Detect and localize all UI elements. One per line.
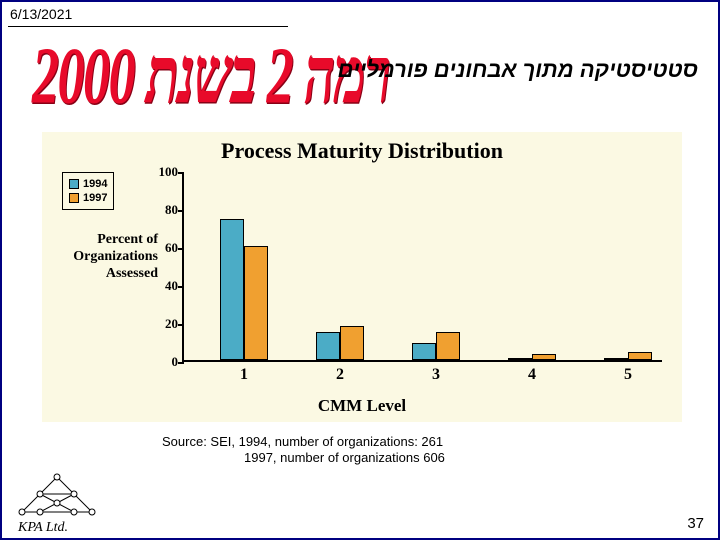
x-tick-label: 2 bbox=[336, 366, 344, 384]
y-axis-label: Percent ofOrganizationsAssessed bbox=[48, 232, 158, 282]
hebrew-subtitle: סטטיסטיקה מתוך אבחונים פורמליים bbox=[338, 57, 698, 83]
y-tick-label: 60 bbox=[148, 240, 178, 256]
y-tick-label: 40 bbox=[148, 278, 178, 294]
bar bbox=[220, 219, 244, 360]
legend-swatch bbox=[69, 193, 79, 203]
source-line: Source: SEI, 1994, number of organizatio… bbox=[162, 434, 445, 450]
x-tick-label: 4 bbox=[528, 366, 536, 384]
y-tick-mark bbox=[178, 210, 184, 212]
y-tick-mark bbox=[178, 286, 184, 288]
bar bbox=[532, 354, 556, 360]
y-tick-mark bbox=[178, 362, 184, 364]
divider bbox=[8, 26, 288, 27]
bar bbox=[628, 352, 652, 360]
bar bbox=[340, 326, 364, 360]
y-tick-label: 20 bbox=[148, 316, 178, 332]
y-tick-label: 100 bbox=[148, 164, 178, 180]
source-line: 1997, number of organizations 606 bbox=[162, 450, 445, 466]
page-number: 37 bbox=[687, 515, 704, 532]
legend-swatch bbox=[69, 179, 79, 189]
bar bbox=[436, 332, 460, 361]
legend-label: 1994 bbox=[83, 177, 107, 191]
source-caption: Source: SEI, 1994, number of organizatio… bbox=[162, 434, 445, 467]
slide-page: 6/13/2021 רמה 2 בשנת 2000 סטטיסטיקה מתוך… bbox=[0, 0, 720, 540]
x-tick-label: 1 bbox=[240, 366, 248, 384]
y-tick-label: 0 bbox=[148, 354, 178, 370]
chart-title: Process Maturity Distribution bbox=[42, 138, 682, 164]
legend-item: 1997 bbox=[69, 191, 107, 205]
y-tick-mark bbox=[178, 248, 184, 250]
bar bbox=[412, 343, 436, 360]
chart-legend: 1994 1997 bbox=[62, 172, 114, 210]
bar bbox=[244, 246, 268, 360]
y-tick-mark bbox=[178, 172, 184, 174]
bar bbox=[508, 358, 532, 360]
legend-label: 1997 bbox=[83, 191, 107, 205]
bar bbox=[604, 358, 628, 360]
legend-item: 1994 bbox=[69, 177, 107, 191]
bar bbox=[316, 332, 340, 361]
logo-text: KPA Ltd. bbox=[12, 520, 102, 536]
x-axis-label: CMM Level bbox=[42, 396, 682, 416]
x-tick-label: 5 bbox=[624, 366, 632, 384]
y-tick-label: 80 bbox=[148, 202, 178, 218]
chart-container: Process Maturity Distribution 1994 1997 … bbox=[42, 132, 682, 422]
y-tick-mark bbox=[178, 324, 184, 326]
wordart-title: רמה 2 בשנת 2000 bbox=[32, 30, 389, 123]
plot-area: 02040608010012345 bbox=[182, 172, 662, 362]
x-tick-label: 3 bbox=[432, 366, 440, 384]
kpa-logo: KPA Ltd. bbox=[12, 472, 102, 532]
date-stamp: 6/13/2021 bbox=[10, 6, 72, 22]
logo-graphic-icon bbox=[12, 472, 102, 517]
